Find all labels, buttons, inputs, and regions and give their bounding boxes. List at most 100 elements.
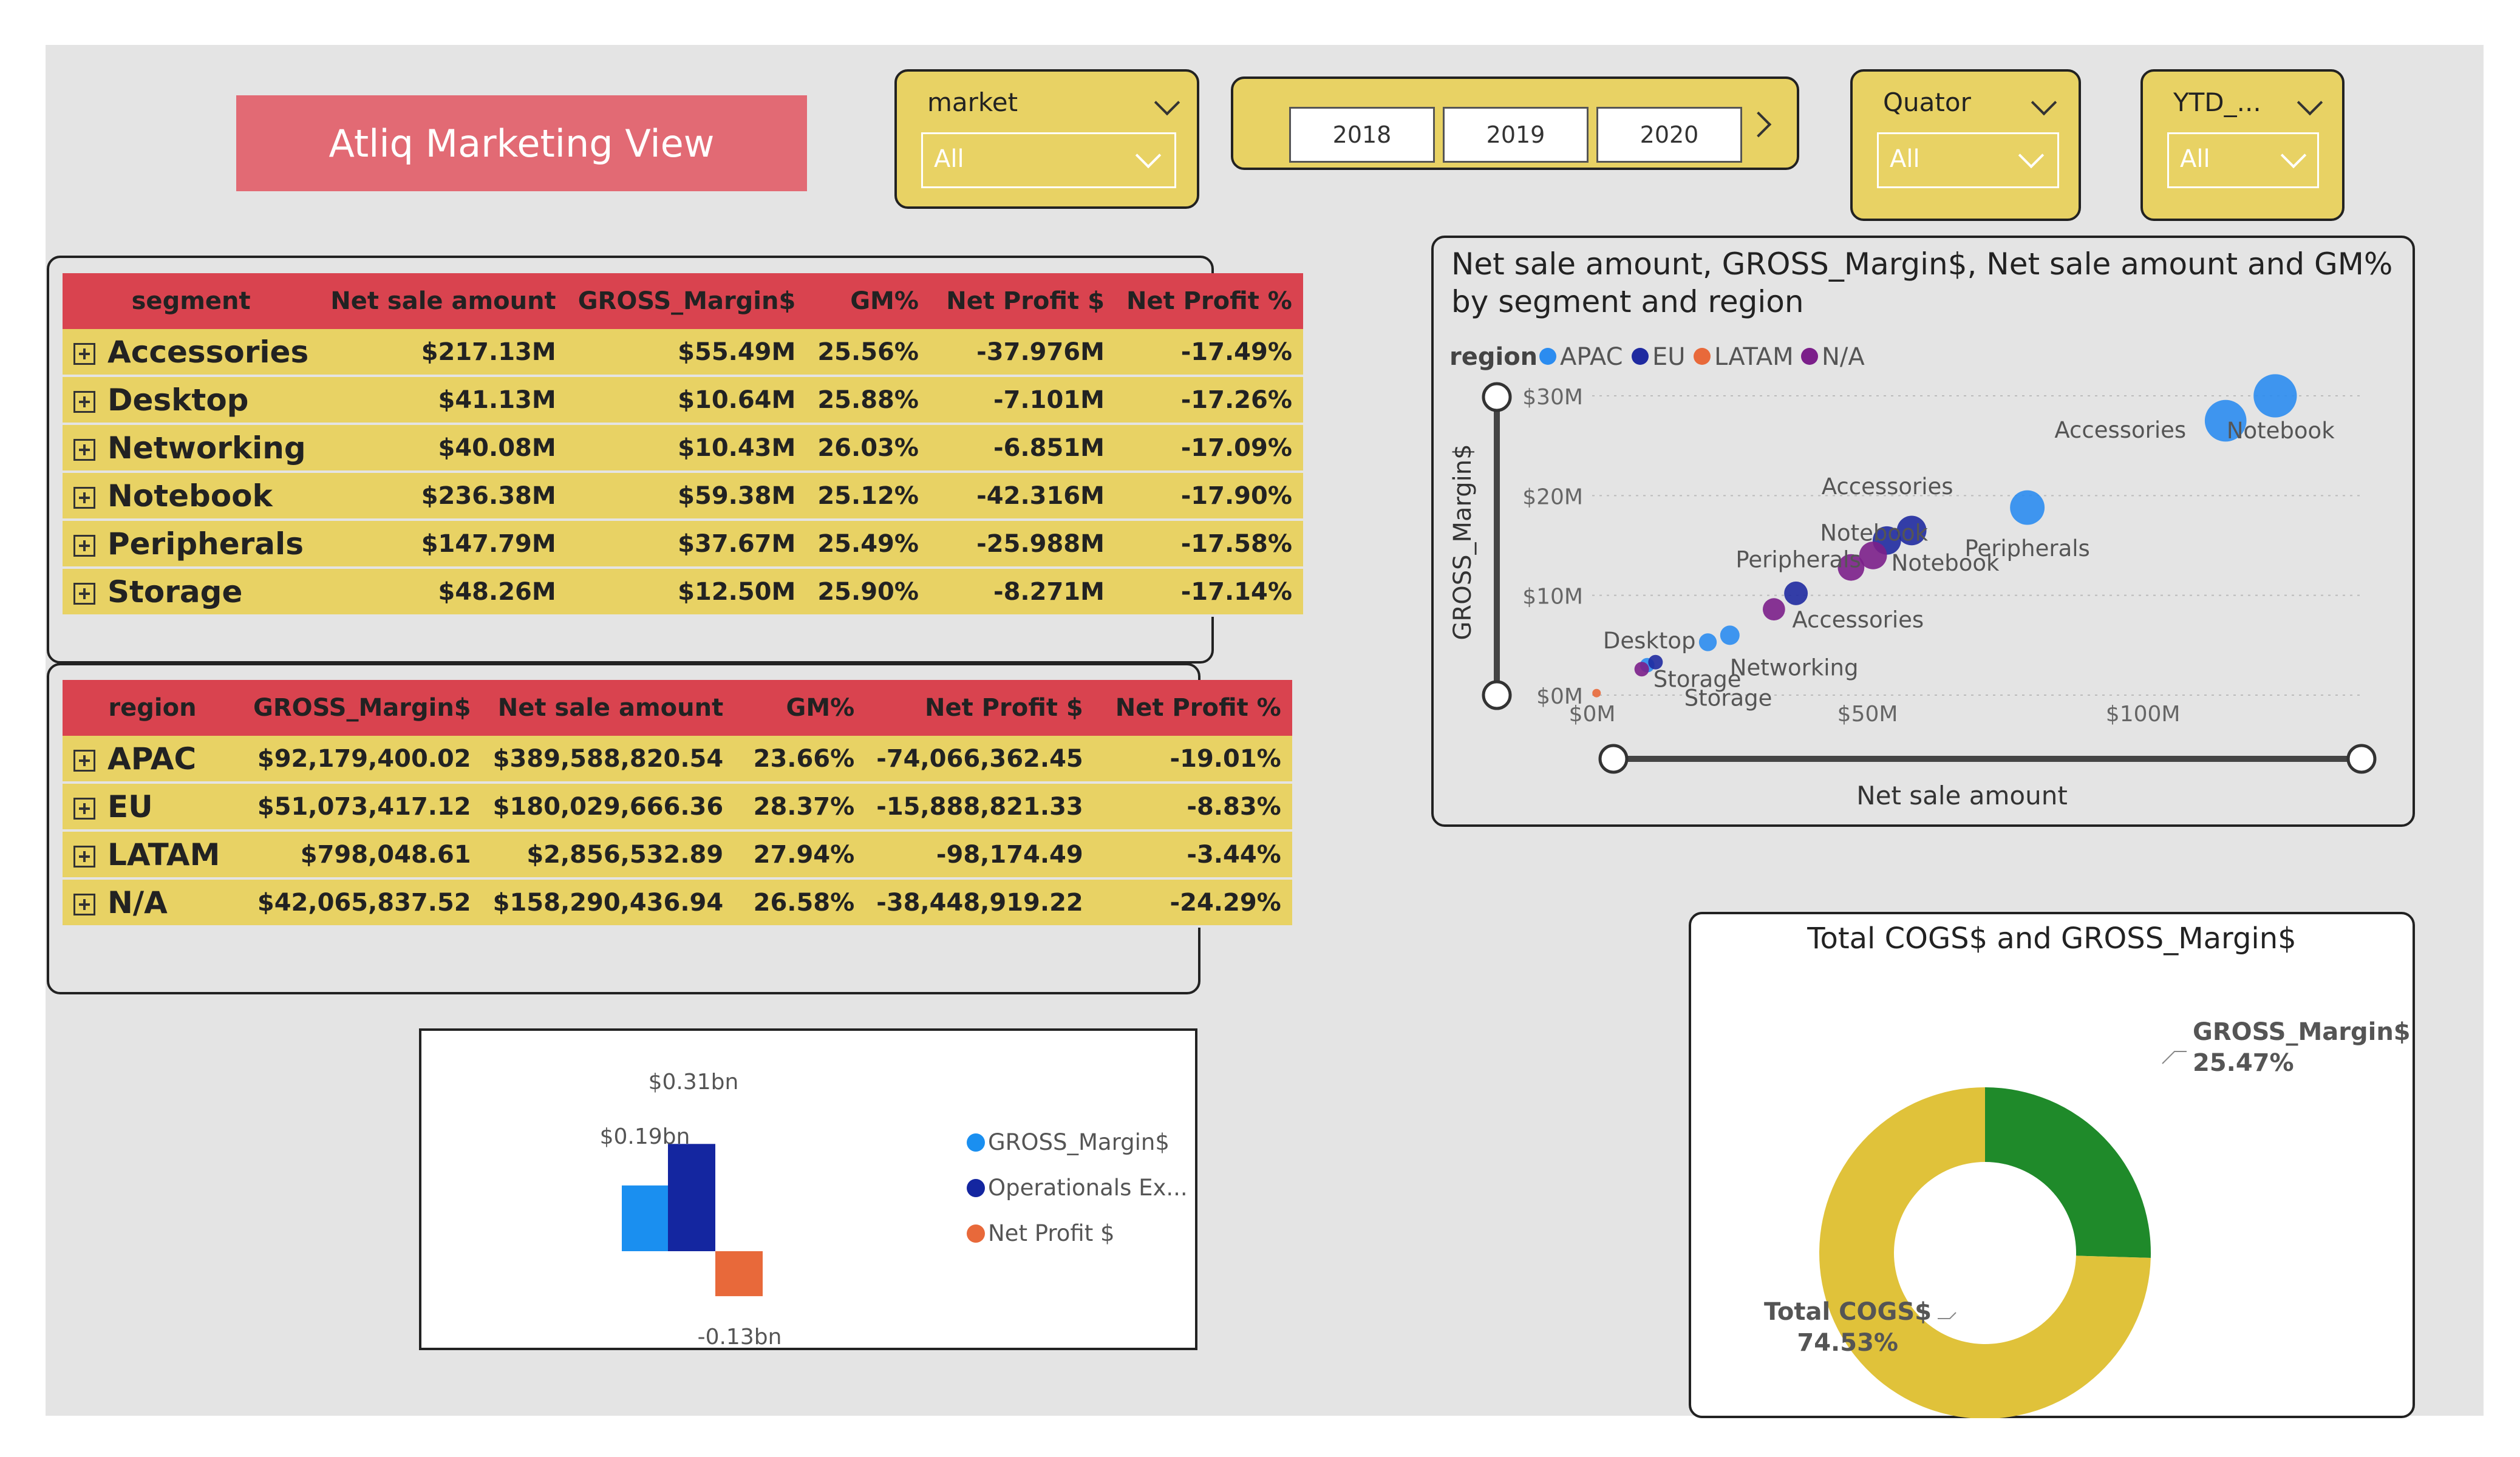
report-title: Atliq Marketing View bbox=[236, 95, 807, 191]
x-range-slider-handle[interactable] bbox=[2346, 744, 2377, 774]
chevron-down-icon[interactable] bbox=[1135, 142, 1162, 169]
scatter-point[interactable] bbox=[2253, 374, 2297, 418]
chevron-down-icon[interactable] bbox=[1154, 89, 1180, 116]
region-header-5[interactable]: Net Profit % bbox=[1094, 680, 1292, 736]
region-cell: $42,065,837.52 bbox=[242, 878, 482, 928]
point-label: Notebook bbox=[1820, 520, 1928, 546]
year-button-2018[interactable]: 2018 bbox=[1289, 107, 1435, 163]
segment-row-label: Accessories bbox=[107, 334, 309, 370]
segment-header-3[interactable]: GM% bbox=[806, 273, 930, 329]
year-button-2019[interactable]: 2019 bbox=[1443, 107, 1589, 163]
point-label: Storage bbox=[1684, 685, 1773, 711]
segment-header-1[interactable]: Net sale amount bbox=[319, 273, 567, 329]
point-label: Accessories bbox=[1822, 474, 1953, 500]
expand-plus-icon[interactable] bbox=[73, 343, 95, 365]
chevron-down-icon[interactable] bbox=[2280, 142, 2307, 169]
scatter-point[interactable] bbox=[1648, 654, 1663, 670]
scatter-chart[interactable]: region APAC EU LATAM N/A $0M $10M $20M $30M $0M $5… bbox=[1431, 236, 2415, 827]
segment-header-4[interactable]: Net Profit $ bbox=[929, 273, 1115, 329]
bar-chart[interactable]: $0.19bn $0.31bn -0.13bn GROSS_Margin$ Operat… bbox=[419, 1028, 1197, 1350]
expand-plus-icon[interactable] bbox=[73, 535, 95, 557]
bar-data-label: $0.19bn bbox=[600, 1124, 690, 1149]
segment-cell: -25.988M bbox=[929, 520, 1115, 569]
region-header-0[interactable]: region bbox=[63, 680, 242, 736]
expand-plus-icon[interactable] bbox=[73, 583, 95, 605]
legend-label: Net Profit $ bbox=[988, 1220, 1115, 1246]
quarter-dropdown[interactable]: All bbox=[1877, 132, 2059, 188]
expand-plus-icon[interactable] bbox=[73, 894, 95, 915]
point-label: Notebook bbox=[2227, 418, 2335, 444]
x-tick-label: $50M bbox=[1837, 702, 1898, 727]
scatter-point[interactable] bbox=[1634, 662, 1649, 677]
segment-cell: -7.101M bbox=[929, 376, 1115, 425]
chevron-down-icon[interactable] bbox=[2018, 142, 2045, 169]
donut-slice[interactable] bbox=[1985, 1087, 2151, 1258]
year-button-2020[interactable]: 2020 bbox=[1596, 107, 1742, 163]
segment-header-0[interactable]: segment bbox=[63, 273, 320, 329]
ytd-slicer-label: YTD_... bbox=[2173, 87, 2261, 117]
x-axis-title: Net sale amount bbox=[1856, 781, 2068, 810]
expand-plus-icon[interactable] bbox=[73, 487, 95, 509]
expand-plus-icon[interactable] bbox=[73, 750, 95, 772]
table-row: Peripherals $147.79M $37.67M 25.49% -25.988M… bbox=[63, 520, 1303, 569]
bar[interactable] bbox=[622, 1185, 669, 1251]
scatter-point[interactable] bbox=[1720, 625, 1740, 645]
legend-marker bbox=[1632, 348, 1649, 365]
segment-row-label: Networking bbox=[107, 430, 306, 466]
market-dropdown[interactable]: All bbox=[921, 132, 1176, 188]
expand-plus-icon[interactable] bbox=[73, 846, 95, 868]
region-cell: N/A bbox=[63, 878, 242, 928]
region-header-2[interactable]: Net sale amount bbox=[482, 680, 735, 736]
scatter-point[interactable] bbox=[1784, 581, 1808, 605]
bar[interactable] bbox=[715, 1251, 763, 1297]
region-cell: -8.83% bbox=[1094, 783, 1292, 832]
segment-cell: $10.64M bbox=[567, 376, 807, 425]
region-header-4[interactable]: Net Profit $ bbox=[865, 680, 1094, 736]
expand-plus-icon[interactable] bbox=[73, 798, 95, 820]
segment-cell: -37.976M bbox=[929, 329, 1115, 377]
region-header-3[interactable]: GM% bbox=[734, 680, 866, 736]
year-slicer[interactable]: 2018 2019 2020 bbox=[1231, 76, 1799, 170]
scatter-point[interactable] bbox=[1592, 688, 1601, 698]
donut-chart-title: Total COGS$ and GROSS_Margin$ bbox=[1807, 922, 2297, 956]
table-row: N/A $42,065,837.52 $158,290,436.94 26.58% -3… bbox=[63, 878, 1292, 928]
legend-label: Operationals Ex... bbox=[988, 1175, 1188, 1201]
leader-line bbox=[1938, 1312, 1956, 1319]
ytd-dropdown[interactable]: All bbox=[2167, 132, 2319, 188]
scatter-point[interactable] bbox=[1762, 598, 1785, 621]
scatter-point[interactable] bbox=[1698, 633, 1717, 651]
y-tick-label: $30M bbox=[1522, 385, 1583, 410]
y-tick-label: $0M bbox=[1536, 684, 1583, 709]
chevron-down-icon[interactable] bbox=[2297, 89, 2323, 116]
region-cell: -38,448,919.22 bbox=[865, 878, 1094, 928]
scatter-point[interactable] bbox=[1837, 554, 1865, 581]
segment-header-5[interactable]: Net Profit % bbox=[1115, 273, 1303, 329]
scatter-point[interactable] bbox=[1859, 542, 1887, 569]
region-header-1[interactable]: GROSS_Margin$ bbox=[242, 680, 482, 736]
region-row-label: LATAM bbox=[107, 837, 220, 872]
donut-slice[interactable] bbox=[1819, 1087, 2151, 1418]
region-cell: -3.44% bbox=[1094, 830, 1292, 880]
legend-marker bbox=[967, 1133, 985, 1152]
y-range-slider-handle[interactable] bbox=[1482, 382, 1512, 412]
ytd-slicer[interactable]: YTD_... All bbox=[2140, 69, 2345, 221]
region-matrix: region GROSS_Margin$ Net sale amount GM% Net… bbox=[63, 680, 1292, 928]
scatter-point[interactable] bbox=[1896, 515, 1927, 546]
expand-plus-icon[interactable] bbox=[73, 391, 95, 413]
chevron-right-icon[interactable] bbox=[1745, 111, 1772, 138]
donut-chart[interactable]: GROSS_Margin$ 25.47% Total COGS$ 74.53% bbox=[1689, 912, 2415, 1418]
bar-data-label: $0.31bn bbox=[649, 1070, 739, 1095]
segment-cell: 25.56% bbox=[806, 329, 930, 377]
bar[interactable] bbox=[668, 1144, 715, 1251]
donut-percent: 74.53% bbox=[1797, 1329, 1898, 1357]
expand-plus-icon[interactable] bbox=[73, 439, 95, 461]
quarter-slicer[interactable]: Quator All bbox=[1850, 69, 2081, 221]
y-range-slider-handle[interactable] bbox=[1482, 680, 1512, 710]
scatter-point[interactable] bbox=[2204, 399, 2247, 442]
segment-header-2[interactable]: GROSS_Margin$ bbox=[567, 273, 807, 329]
x-range-slider-handle[interactable] bbox=[1598, 744, 1629, 774]
table-row: Notebook $236.38M $59.38M 25.12% -42.316M -17… bbox=[63, 472, 1303, 521]
scatter-point[interactable] bbox=[2010, 490, 2045, 525]
market-slicer[interactable]: market All bbox=[894, 69, 1199, 209]
chevron-down-icon[interactable] bbox=[2031, 89, 2057, 116]
